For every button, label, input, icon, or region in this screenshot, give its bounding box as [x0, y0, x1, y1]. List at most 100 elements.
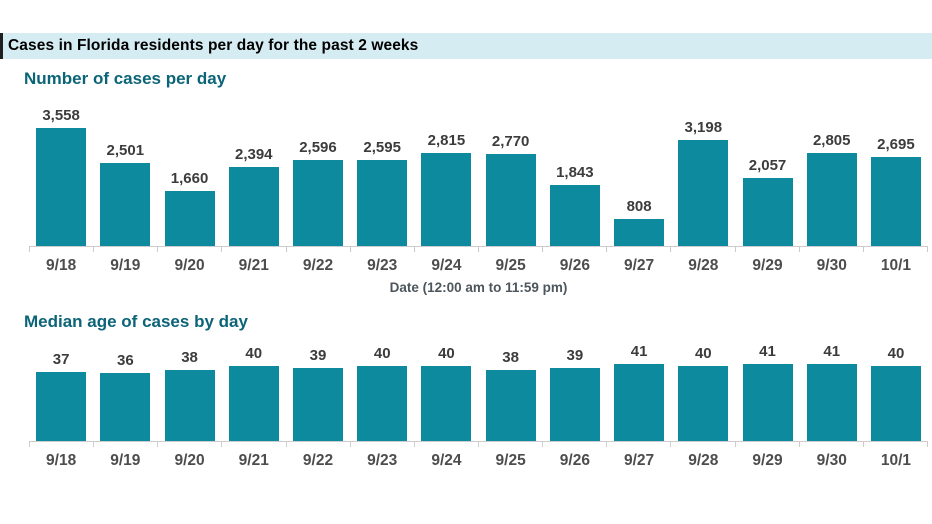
- axis-tick: [477, 247, 479, 252]
- bar-column: 40: [350, 337, 414, 441]
- x-tick-label: 9/21: [238, 451, 269, 469]
- axis-tick: [542, 442, 544, 447]
- bar: [742, 364, 793, 441]
- axis-tick: [221, 247, 223, 252]
- cases-chart-title: Number of cases per day: [24, 69, 227, 88]
- x-tick-label: 9/30: [816, 256, 847, 274]
- bar-column: 40: [222, 337, 286, 441]
- bar-value-label: 36: [116, 352, 134, 369]
- x-tick-label: 9/26: [559, 451, 590, 469]
- bar-value-label: 2,057: [748, 157, 787, 174]
- bar-column: 40: [864, 337, 928, 441]
- bar: [870, 157, 921, 246]
- bar-value-label: 38: [181, 349, 198, 366]
- bar: [614, 219, 665, 246]
- bar-column: 2,057: [735, 96, 799, 246]
- axis-tick: [926, 247, 928, 252]
- bar: [228, 167, 279, 246]
- bar-column: 2,770: [479, 96, 543, 246]
- x-tick-label: 9/28: [688, 451, 719, 469]
- bar: [549, 185, 600, 246]
- bar-column: 2,595: [350, 96, 414, 246]
- bar-column: 2,695: [864, 96, 928, 246]
- bar-value-label: 40: [245, 345, 263, 362]
- bar: [421, 153, 472, 246]
- bar: [614, 364, 665, 441]
- bar-value-label: 2,815: [427, 132, 466, 149]
- bar: [292, 160, 343, 246]
- axis-tick: [734, 247, 736, 252]
- bar-value-label: 41: [759, 343, 776, 360]
- x-tick-label: 9/25: [495, 451, 526, 469]
- bar-column: 1,843: [543, 96, 607, 246]
- cases-plot-area: 3,558 2,501 1,660 2,394 2,596 2,595 2,815 2,770…: [29, 96, 928, 247]
- bar-value-label: 3,558: [42, 107, 80, 124]
- bar: [806, 364, 857, 441]
- axis-tick: [798, 247, 800, 252]
- cases-bar-chart: 3,558 2,501 1,660 2,394 2,596 2,595 2,815 2,770…: [29, 96, 928, 279]
- bar-value-label: 1,843: [556, 164, 594, 181]
- bar-value-label: 40: [373, 345, 391, 362]
- bar-value-label: 40: [438, 345, 455, 362]
- median-age-plot-area: 37 36 38 40 39 40 40 38 39 41 40 41 41 40: [29, 337, 928, 442]
- x-tick-label: 9/26: [559, 256, 590, 274]
- x-tick-label: 9/29: [752, 256, 783, 274]
- x-tick-label: 9/22: [302, 256, 334, 274]
- axis-tick: [862, 247, 864, 252]
- bar-column: 41: [735, 337, 799, 441]
- bar-value-label: 2,501: [106, 142, 145, 159]
- bar-column: 36: [93, 337, 157, 441]
- axis-tick: [926, 442, 928, 447]
- bar: [421, 366, 472, 441]
- bar-column: 38: [479, 337, 543, 441]
- bar-value-label: 808: [626, 198, 652, 215]
- header-banner: Cases in Florida residents per day for t…: [0, 33, 932, 59]
- bar-column: 41: [607, 337, 671, 441]
- bar-column: 40: [414, 337, 478, 441]
- x-tick-label: 9/18: [46, 451, 77, 469]
- axis-tick: [285, 442, 287, 447]
- axis-tick: [29, 247, 30, 252]
- x-tick-label: 9/21: [238, 256, 269, 274]
- axis-tick: [862, 442, 864, 447]
- bar-value-label: 2,770: [491, 133, 530, 150]
- bar-column: 2,501: [93, 96, 157, 246]
- cases-x-axis-labels: 9/18 9/19 9/20 9/21 9/22 9/23 9/24 9/25 9/26 9/27…: [29, 252, 928, 279]
- bar-column: 1,660: [157, 96, 221, 246]
- bar: [870, 366, 921, 441]
- bar-column: 3,198: [671, 96, 735, 246]
- median-age-x-axis-labels: 9/18 9/19 9/20 9/21 9/22 9/23 9/24 9/25 9/26 9/27…: [29, 447, 928, 474]
- bar: [100, 373, 151, 441]
- bar-value-label: 2,805: [812, 132, 851, 149]
- bar: [292, 368, 343, 441]
- x-tick-label: 10/1: [880, 256, 912, 274]
- bar-column: 39: [286, 337, 350, 441]
- bar: [164, 370, 215, 441]
- bar: [228, 366, 279, 441]
- axis-tick: [477, 442, 479, 447]
- x-axis-title: Date (12:00 am to 11:59 pm): [389, 280, 568, 295]
- x-tick-label: 9/23: [367, 256, 398, 274]
- axis-tick: [734, 442, 736, 447]
- x-tick-label: 9/29: [752, 451, 783, 469]
- bar-value-label: 39: [309, 347, 327, 364]
- axis-tick: [221, 442, 223, 447]
- bar: [357, 160, 408, 246]
- bar: [485, 154, 536, 246]
- bar: [164, 191, 215, 246]
- bar-column: 38: [157, 337, 221, 441]
- axis-tick: [93, 247, 95, 252]
- x-tick-label: 9/24: [431, 256, 462, 274]
- axis-tick: [93, 442, 95, 447]
- axis-tick: [413, 247, 415, 252]
- x-tick-label: 10/1: [880, 451, 912, 469]
- x-tick-label: 9/22: [302, 451, 334, 469]
- x-tick-label: 9/20: [174, 256, 205, 274]
- bar: [806, 153, 857, 246]
- bar-value-label: 40: [887, 345, 905, 362]
- axis-tick: [670, 442, 672, 447]
- x-tick-label: 9/28: [688, 256, 719, 274]
- bar: [678, 366, 729, 441]
- bar-value-label: 2,596: [299, 139, 337, 156]
- bar-value-label: 37: [52, 351, 70, 368]
